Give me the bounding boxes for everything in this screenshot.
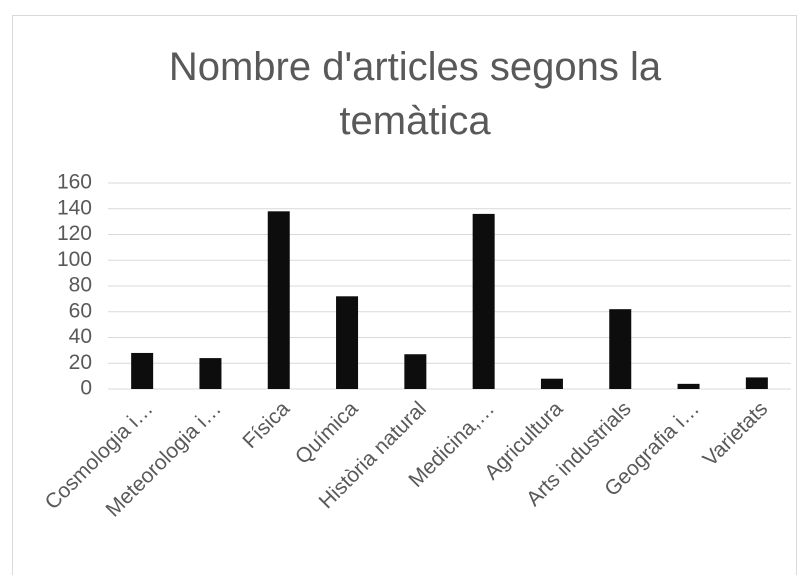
y-tick-label: 80 <box>69 274 92 297</box>
y-tick-label: 100 <box>57 248 92 271</box>
chart-title: Nombre d'articles segons la temàtica <box>168 45 662 143</box>
bar <box>199 358 222 389</box>
x-tick-label: Varietats <box>699 397 773 471</box>
bar <box>745 377 768 389</box>
y-tick-label: 160 <box>57 171 92 194</box>
bar <box>131 352 154 389</box>
x-tick-label: Física <box>238 397 294 453</box>
bar <box>472 213 495 389</box>
bar <box>540 378 563 389</box>
bar <box>677 383 700 389</box>
y-tick-label: 40 <box>69 325 92 348</box>
bar <box>609 309 632 389</box>
y-tick-label: 0 <box>80 377 92 400</box>
y-tick-label: 140 <box>57 196 92 219</box>
y-tick-label: 20 <box>69 351 92 374</box>
x-tick-label: Meteorologia i… <box>102 397 226 521</box>
chart-border <box>12 15 797 575</box>
x-tick-label: Química <box>291 397 363 469</box>
bar <box>336 296 359 389</box>
bar <box>404 354 427 389</box>
y-tick-label: 120 <box>57 222 92 245</box>
bar <box>267 211 290 389</box>
y-tick-label: 60 <box>69 299 92 322</box>
